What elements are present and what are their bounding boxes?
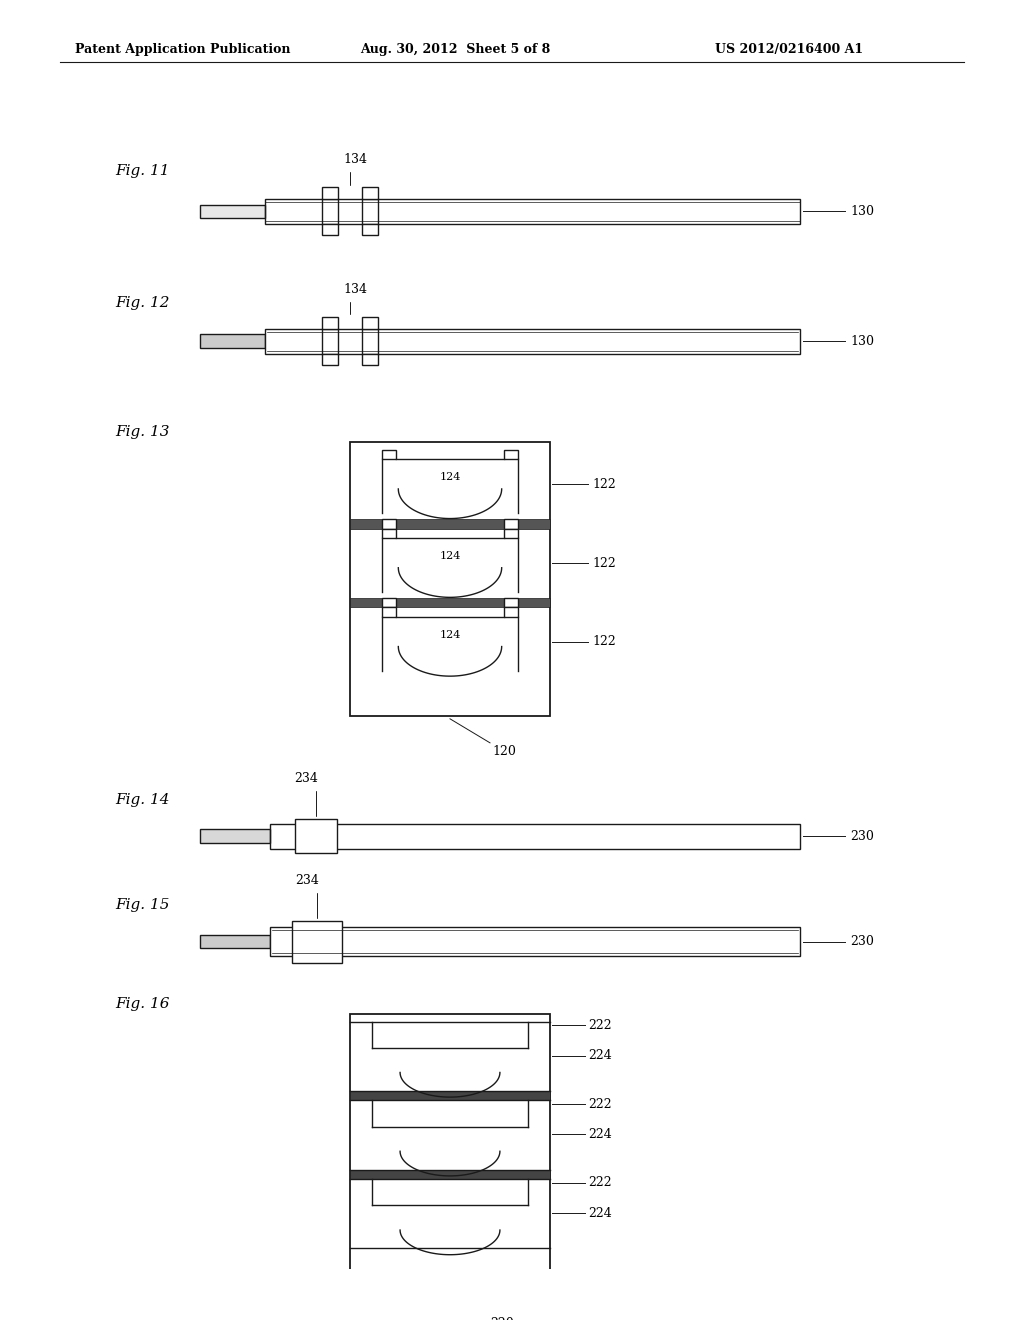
Bar [200,205,265,218]
Text: 124: 124 [439,550,461,561]
Bar [350,1090,550,1101]
Bar [322,317,338,329]
Bar [265,329,800,354]
Text: 224: 224 [588,1049,611,1063]
Text: 134: 134 [343,282,367,314]
Text: 224: 224 [588,1127,611,1140]
Text: 124: 124 [439,473,461,482]
Text: 234: 234 [295,874,318,917]
Text: 230: 230 [850,936,873,948]
Text: Aug. 30, 2012  Sheet 5 of 8: Aug. 30, 2012 Sheet 5 of 8 [360,44,550,57]
Text: 224: 224 [588,1206,611,1220]
Bar [270,928,800,956]
Text: 122: 122 [592,635,615,648]
Text: 130: 130 [850,205,874,218]
Bar [362,224,378,235]
Text: 222: 222 [588,1098,611,1110]
Bar [350,442,550,715]
Bar [382,598,396,607]
Bar [504,450,518,459]
Text: 122: 122 [592,557,615,570]
Bar [322,354,338,366]
Text: 122: 122 [592,478,615,491]
Bar [350,1014,550,1288]
Text: Fig. 15: Fig. 15 [115,898,170,912]
Text: Fig. 16: Fig. 16 [115,997,170,1011]
Bar [200,935,270,949]
Bar [382,528,396,539]
Bar [504,598,518,607]
Bar [350,1170,550,1179]
Bar [295,818,337,853]
Text: Fig. 14: Fig. 14 [115,792,170,807]
Bar [362,317,378,329]
Text: 124: 124 [439,630,461,640]
Bar [322,187,338,199]
Bar [350,519,550,528]
Bar [504,528,518,539]
Bar [382,450,396,459]
Text: 230: 230 [850,829,873,842]
Bar [504,519,518,528]
Text: Patent Application Publication: Patent Application Publication [75,44,291,57]
Bar [382,607,396,616]
Text: 134: 134 [343,153,367,185]
Text: US 2012/0216400 A1: US 2012/0216400 A1 [715,44,863,57]
Bar [322,224,338,235]
Bar [504,607,518,616]
Text: 222: 222 [588,1176,611,1189]
Text: Fig. 12: Fig. 12 [115,296,170,310]
Text: 220: 220 [490,1316,514,1320]
Text: 120: 120 [492,744,516,758]
Text: Fig. 13: Fig. 13 [115,425,170,440]
Bar [265,199,800,224]
Bar [200,829,270,842]
Text: 130: 130 [850,335,874,347]
Bar [362,187,378,199]
Bar [382,519,396,528]
Bar [292,920,342,962]
Bar [362,354,378,366]
Text: Fig. 11: Fig. 11 [115,164,170,178]
Text: 222: 222 [588,1019,611,1032]
Text: 234: 234 [294,772,317,816]
Bar [200,334,265,348]
Bar [270,824,800,849]
Bar [350,598,550,607]
